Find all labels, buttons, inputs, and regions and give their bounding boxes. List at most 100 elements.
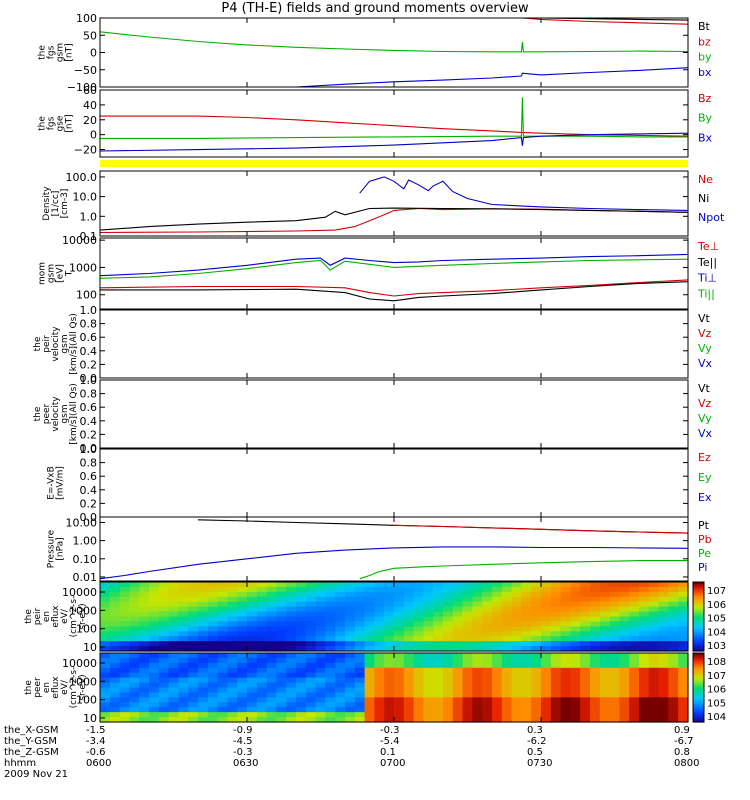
legend-Pt: Pt — [698, 519, 710, 532]
footer-date: 2009 Nov 21 — [4, 769, 69, 780]
legend-Ti||: Ti|| — [697, 287, 715, 300]
panel-frame — [99, 379, 689, 449]
colorbar — [692, 581, 705, 652]
ytick-label: 1.0 — [80, 304, 98, 317]
chart-title: P4 (TH-E) fields and ground moments over… — [221, 1, 529, 16]
ytick-label: 0.6 — [80, 401, 98, 414]
ytick-label: 0.0 — [80, 372, 98, 385]
ylabel: momgsm[eV]T — [38, 262, 75, 285]
ytick-label: 0.01 — [73, 571, 98, 584]
footer-value: -1.5 — [86, 725, 106, 736]
ytick-label: 0.2 — [80, 497, 98, 510]
ytick-label: 0.8 — [80, 318, 98, 331]
footer-value: -0.6 — [86, 747, 106, 758]
series-Ni — [99, 207, 689, 231]
footer-value: 0.9 — [674, 725, 690, 736]
series-Bx — [99, 132, 689, 152]
ytick-label: 0.8 — [80, 457, 98, 470]
ytick-label: 100 — [76, 623, 97, 636]
footer-value: 0630 — [233, 758, 259, 769]
ytick-label: 0.4 — [80, 345, 98, 358]
ytick-label: 0.8 — [80, 388, 98, 401]
ytick-label: 1.0 — [80, 210, 98, 223]
footer-value: 0730 — [527, 758, 553, 769]
panel-frame — [99, 17, 689, 88]
ytick-label: 10000 — [62, 657, 97, 670]
panel-v_gsm: 1.00.80.60.40.20.0VtVzVyVxthepeirvelocit… — [33, 304, 713, 385]
ytick-label: 0 — [90, 47, 97, 60]
colorbar-label: 107 — [707, 671, 726, 682]
legend-Vy: Vy — [698, 342, 712, 355]
ytick-label: 10000 — [62, 234, 97, 247]
legend-Vz: Vz — [698, 397, 712, 410]
ytick-label: 60 — [83, 84, 97, 97]
legend-by: by — [698, 51, 712, 64]
footer-value: -4.5 — [233, 736, 253, 747]
colorbar-label: 104 — [707, 627, 726, 638]
series-Pe — [359, 560, 688, 580]
series-Te|| — [100, 281, 689, 302]
colorbar-label: 108 — [707, 657, 726, 668]
footer-value: 0600 — [86, 758, 112, 769]
footer-value: 0.1 — [380, 747, 396, 758]
colorbar-label: 107 — [707, 586, 726, 597]
panel-frame — [99, 237, 689, 310]
ytick-label: −50 — [74, 64, 97, 77]
series-Ti⊥ — [99, 253, 689, 277]
footer-value: -0.3 — [380, 725, 400, 736]
legend-By: By — [698, 112, 713, 125]
ytick-label: 100 — [76, 289, 97, 302]
colorbar-label: 103 — [707, 641, 726, 652]
legend-Ex: Ex — [698, 491, 712, 504]
legend-Vy: Vy — [698, 412, 712, 425]
footer-value: -6.7 — [674, 736, 694, 747]
colorbar-label: 104 — [707, 712, 726, 723]
legend-Te⊥: Te⊥ — [697, 240, 719, 253]
ytick-label: 0.4 — [80, 415, 98, 428]
ytick-label: 0.6 — [80, 470, 98, 483]
ytick-label: 10.00 — [66, 516, 98, 529]
ytick-label: 0.0 — [80, 511, 98, 524]
colorbar-label: 105 — [707, 614, 726, 625]
panel-peer_spec: 10000 1000 100 10 108 107 106 105 104 thepeerenef… — [24, 652, 726, 725]
ylabel: thepeervelocitygsm[km/s](All Qs) — [33, 383, 79, 445]
ytick-label: 10 — [83, 641, 97, 654]
colorbar-label: 105 — [707, 698, 726, 709]
legend-Vt: Vt — [698, 312, 711, 325]
series-By — [100, 97, 688, 139]
panel-frame — [99, 309, 689, 379]
ytick-label: −100 — [67, 81, 97, 94]
ytick-label: 0.1 — [80, 230, 98, 243]
footer-value: -3.4 — [86, 736, 106, 747]
footer-value: -5.4 — [380, 736, 400, 747]
legend-Vx: Vx — [698, 357, 713, 370]
ytick-label: 1.0 — [80, 443, 98, 456]
legend-Vz: Vz — [698, 327, 712, 340]
legend-bz: bz — [698, 35, 711, 48]
legend-Te||: Te|| — [697, 256, 717, 269]
ytick-label: 1.00 — [73, 535, 98, 548]
colorbar-label: 106 — [707, 685, 726, 696]
legend-Pi: Pi — [698, 561, 707, 574]
legend-Bt: Bt — [698, 20, 711, 33]
series-bx — [295, 67, 689, 88]
ylabel: thefgsgse[nT] — [38, 114, 75, 132]
ylabel: thefgsgsm[nT] — [38, 43, 75, 62]
legend-Ti⊥: Ti⊥ — [697, 272, 717, 285]
status-bar — [100, 160, 688, 167]
legend-Ey: Ey — [698, 471, 712, 484]
ylabel: E=-VxB[mV/m] — [47, 466, 66, 500]
legend-Npot: Npot — [698, 211, 725, 224]
ytick-label: 0.10 — [73, 553, 98, 566]
panel-frame — [99, 89, 689, 158]
panel-frame — [99, 516, 689, 582]
footer-value: 0.8 — [674, 747, 690, 758]
footer-value: -0.3 — [233, 747, 253, 758]
ytick-label: 0.2 — [80, 428, 98, 441]
ytick-label: 40 — [83, 99, 97, 112]
panel-frame — [99, 448, 689, 518]
legend-Bx: Bx — [698, 131, 713, 144]
